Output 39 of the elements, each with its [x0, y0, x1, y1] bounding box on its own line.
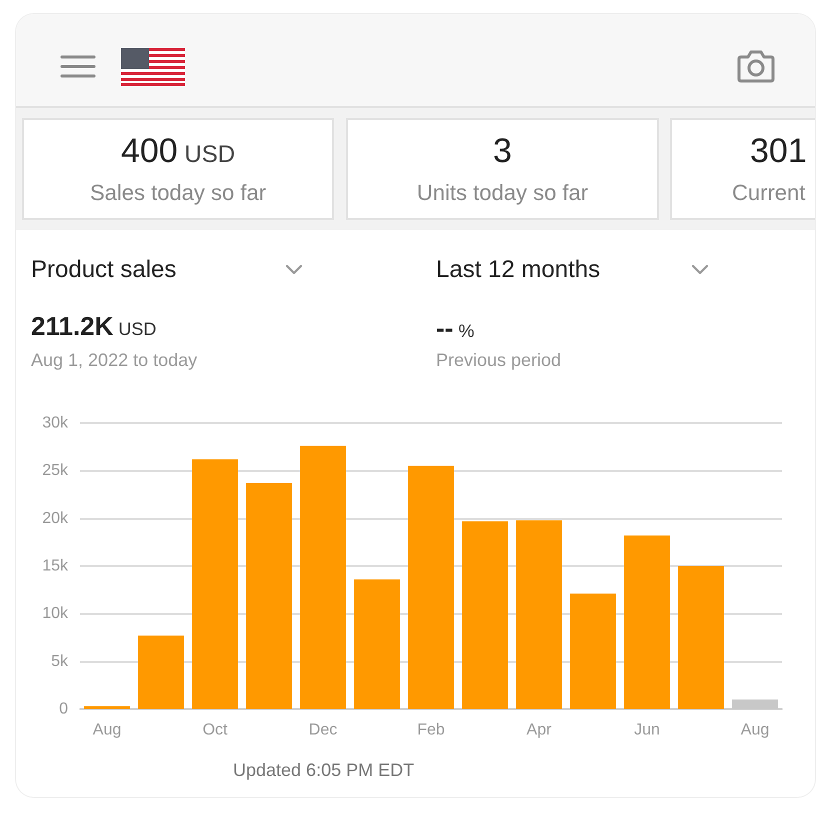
y-tick-label: 30k: [42, 414, 69, 432]
text: Previous period: [436, 350, 562, 371]
x-tick-label: Jun: [634, 722, 660, 738]
bar: [354, 579, 400, 709]
bar: [84, 706, 130, 709]
bar: [570, 594, 616, 709]
text: 400 USD: [120, 132, 236, 170]
text: Units today so far: [416, 180, 590, 206]
bar: [516, 520, 562, 709]
y-tick-label: 20k: [42, 510, 69, 527]
x-tick-label: Dec: [308, 722, 338, 738]
y-tick-label: 15k: [42, 558, 69, 574]
y-tick-label: 25k: [42, 462, 69, 480]
x-tick-label: Aug: [740, 722, 770, 738]
x-tick-label: Aug: [92, 722, 122, 738]
bar: [246, 483, 292, 709]
y-tick-label: 10k: [42, 605, 69, 622]
bar: [408, 466, 454, 709]
bar: [300, 446, 346, 709]
bar: [462, 521, 508, 709]
bar: [678, 566, 724, 709]
text: Current: [732, 180, 806, 206]
text: 211.2K USD: [31, 311, 156, 341]
y-tick-label: 0: [59, 700, 68, 718]
bar: [624, 535, 670, 709]
text: Aug 1, 2022 to today: [31, 350, 198, 371]
chart-title: Product sales: [31, 256, 176, 284]
text: Sales today so far: [88, 180, 268, 206]
y-tick-label: 5k: [51, 652, 69, 670]
text: 301: [750, 132, 807, 170]
x-tick-label: Oct: [202, 722, 228, 738]
bar: [138, 636, 184, 709]
text: Updated 6:05 PM EDT: [233, 760, 414, 781]
x-tick-label: Feb: [417, 722, 445, 738]
chart-subtitle: Last 12 months: [436, 256, 600, 284]
text: -- %: [436, 313, 474, 343]
text: 3: [493, 132, 512, 170]
x-tick-label: Apr: [526, 722, 552, 738]
bar: [192, 459, 238, 709]
